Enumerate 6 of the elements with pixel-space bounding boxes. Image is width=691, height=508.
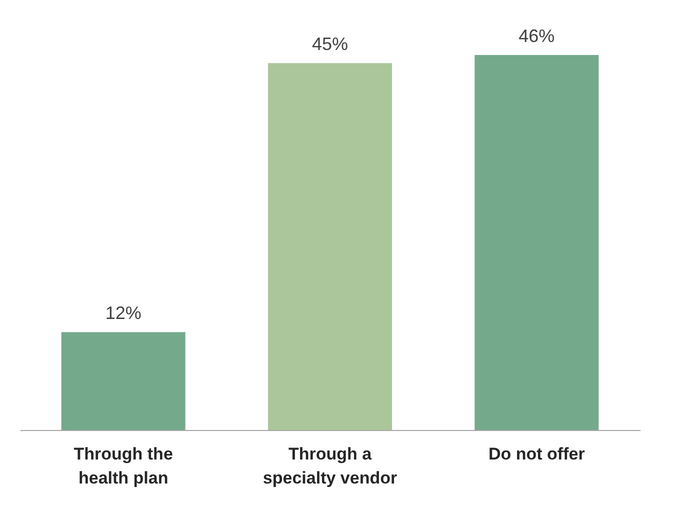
data-label: 45% [312, 34, 348, 54]
data-label: 46% [518, 26, 555, 46]
x-tick-label: Through the health plan [74, 444, 173, 488]
x-tick-label: Through a specialty vendor [262, 444, 398, 488]
data-label: 12% [105, 303, 142, 324]
x-tick-label: Do not offer [488, 444, 586, 464]
